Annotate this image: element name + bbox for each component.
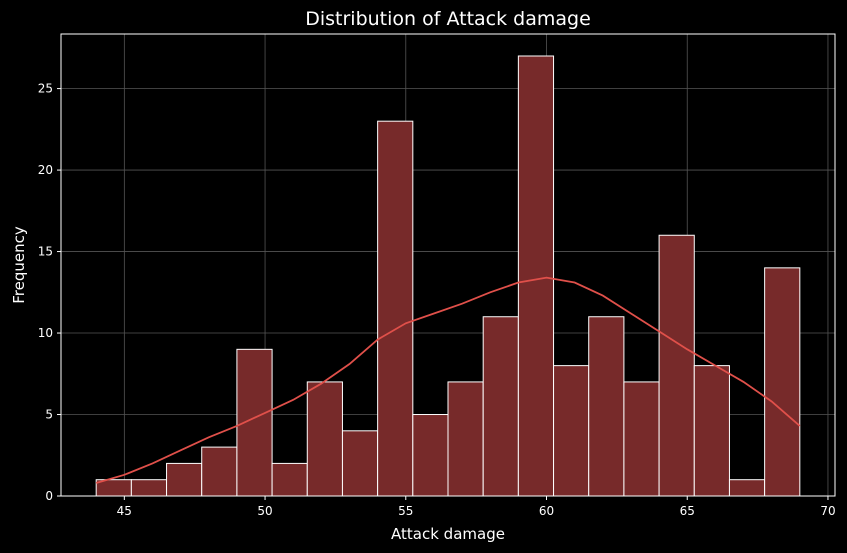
histogram-bar-12 [517, 55, 555, 497]
kde-curve [95, 276, 801, 484]
histogram-bar-8 [377, 120, 414, 497]
histogram-bar-13 [553, 365, 590, 497]
histogram-bar-18 [728, 479, 766, 497]
histogram-bar-1 [130, 479, 168, 497]
y-tick-label-4: 20 [38, 163, 53, 177]
histogram-bar-9 [412, 414, 449, 497]
histogram-bar-10 [447, 381, 484, 497]
histogram-bar-2 [166, 462, 203, 497]
axes-frame [60, 33, 836, 497]
x-tick-label-0: 45 [117, 504, 132, 518]
y-axis-title: Frequency [10, 226, 28, 304]
x-tick-label-4: 65 [680, 504, 695, 518]
x-tick-label-3: 60 [539, 504, 554, 518]
y-tick-label-1: 5 [45, 408, 53, 422]
chart-title: Distribution of Attack damage [305, 8, 591, 30]
histogram-bar-6 [306, 381, 343, 497]
histogram-bar-3 [201, 446, 238, 497]
histogram-bar-19 [764, 267, 801, 497]
histogram-bar-16 [658, 234, 695, 497]
x-tick-label-1: 50 [257, 504, 272, 518]
histogram-bars [95, 55, 801, 497]
x-axis-title: Attack damage [391, 525, 505, 543]
x-tick-label-5: 70 [820, 504, 835, 518]
x-tick-label-2: 55 [398, 504, 413, 518]
histogram-bar-17 [693, 365, 730, 497]
histogram-bar-7 [341, 430, 379, 497]
axis-ticks: 45 50 55 60 65 70 0 5 10 15 20 25 [38, 82, 836, 518]
histogram-bar-15 [623, 381, 660, 497]
y-tick-label-0: 0 [45, 489, 53, 503]
y-tick-label-5: 25 [38, 82, 53, 96]
y-tick-label-3: 15 [38, 245, 53, 259]
histogram-bar-11 [482, 316, 519, 497]
y-tick-label-2: 10 [38, 326, 53, 340]
histogram-bar-5 [271, 462, 308, 497]
histogram-bar-14 [588, 316, 625, 497]
